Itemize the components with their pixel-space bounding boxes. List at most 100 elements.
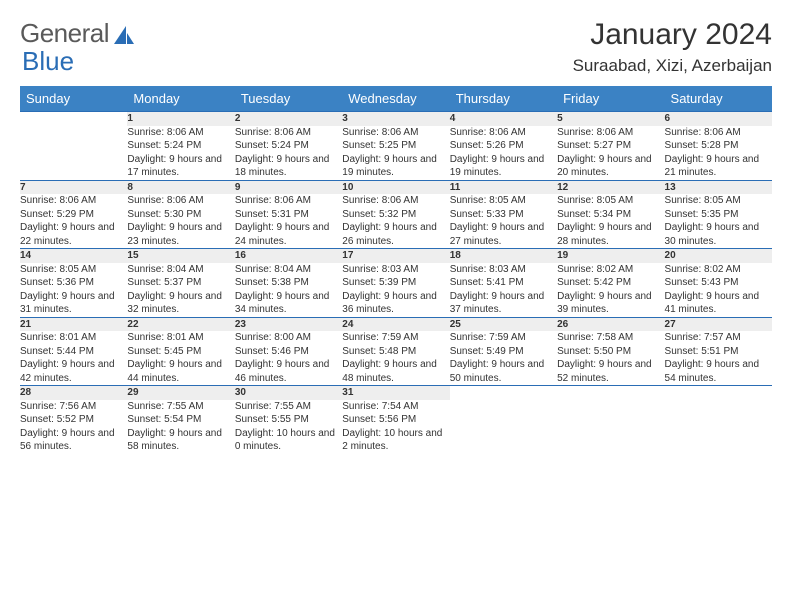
- logo-sail-icon: [113, 25, 135, 45]
- day-cell: Sunrise: 8:06 AMSunset: 5:30 PMDaylight:…: [127, 194, 234, 249]
- day-cell: Sunrise: 7:59 AMSunset: 5:48 PMDaylight:…: [342, 331, 449, 386]
- sunrise-text: Sunrise: 8:04 AM: [235, 263, 342, 277]
- day-content-row: Sunrise: 7:56 AMSunset: 5:52 PMDaylight:…: [20, 400, 772, 454]
- sunrise-text: Sunrise: 8:03 AM: [342, 263, 449, 277]
- daylight-text: Daylight: 9 hours and 36 minutes.: [342, 290, 449, 317]
- weekday-header: Monday: [127, 86, 234, 112]
- weekday-header: Thursday: [450, 86, 557, 112]
- daylight-text: Daylight: 9 hours and 21 minutes.: [665, 153, 772, 180]
- day-number: 4: [450, 112, 557, 126]
- sunset-text: Sunset: 5:44 PM: [20, 345, 127, 359]
- sunrise-text: Sunrise: 8:06 AM: [127, 194, 234, 208]
- sunrise-text: Sunrise: 8:06 AM: [342, 194, 449, 208]
- sunset-text: Sunset: 5:28 PM: [665, 139, 772, 153]
- day-cell: Sunrise: 8:06 AMSunset: 5:28 PMDaylight:…: [665, 126, 772, 181]
- sunset-text: Sunset: 5:48 PM: [342, 345, 449, 359]
- sunset-text: Sunset: 5:25 PM: [342, 139, 449, 153]
- day-number: [450, 386, 557, 400]
- day-number: [665, 386, 772, 400]
- day-number: 1: [127, 112, 234, 126]
- sunset-text: Sunset: 5:24 PM: [127, 139, 234, 153]
- day-number: 25: [450, 317, 557, 331]
- sunset-text: Sunset: 5:29 PM: [20, 208, 127, 222]
- day-number: 22: [127, 317, 234, 331]
- day-cell: Sunrise: 8:03 AMSunset: 5:41 PMDaylight:…: [450, 263, 557, 318]
- logo-word-2: Blue: [22, 46, 74, 77]
- sunset-text: Sunset: 5:50 PM: [557, 345, 664, 359]
- day-cell: Sunrise: 7:59 AMSunset: 5:49 PMDaylight:…: [450, 331, 557, 386]
- sunset-text: Sunset: 5:38 PM: [235, 276, 342, 290]
- sunrise-text: Sunrise: 8:06 AM: [235, 194, 342, 208]
- sunrise-text: Sunrise: 8:06 AM: [665, 126, 772, 140]
- day-cell: Sunrise: 8:06 AMSunset: 5:26 PMDaylight:…: [450, 126, 557, 181]
- sunset-text: Sunset: 5:33 PM: [450, 208, 557, 222]
- day-cell: Sunrise: 8:00 AMSunset: 5:46 PMDaylight:…: [235, 331, 342, 386]
- sunrise-text: Sunrise: 8:00 AM: [235, 331, 342, 345]
- day-number: 30: [235, 386, 342, 400]
- daylight-text: Daylight: 9 hours and 50 minutes.: [450, 358, 557, 385]
- day-number: 24: [342, 317, 449, 331]
- day-cell: Sunrise: 7:57 AMSunset: 5:51 PMDaylight:…: [665, 331, 772, 386]
- day-number-row: 21222324252627: [20, 317, 772, 331]
- day-cell: Sunrise: 8:05 AMSunset: 5:35 PMDaylight:…: [665, 194, 772, 249]
- day-number: 23: [235, 317, 342, 331]
- sunrise-text: Sunrise: 7:55 AM: [127, 400, 234, 414]
- daylight-text: Daylight: 9 hours and 41 minutes.: [665, 290, 772, 317]
- sunset-text: Sunset: 5:56 PM: [342, 413, 449, 427]
- day-cell: [557, 400, 664, 454]
- day-number: 26: [557, 317, 664, 331]
- sunrise-text: Sunrise: 7:59 AM: [450, 331, 557, 345]
- sunset-text: Sunset: 5:34 PM: [557, 208, 664, 222]
- day-number-row: 78910111213: [20, 180, 772, 194]
- day-number: 5: [557, 112, 664, 126]
- day-cell: [665, 400, 772, 454]
- sunset-text: Sunset: 5:46 PM: [235, 345, 342, 359]
- day-cell: Sunrise: 8:04 AMSunset: 5:37 PMDaylight:…: [127, 263, 234, 318]
- sunrise-text: Sunrise: 8:06 AM: [342, 126, 449, 140]
- daylight-text: Daylight: 9 hours and 39 minutes.: [557, 290, 664, 317]
- sunrise-text: Sunrise: 8:06 AM: [557, 126, 664, 140]
- day-cell: Sunrise: 8:05 AMSunset: 5:33 PMDaylight:…: [450, 194, 557, 249]
- day-cell: Sunrise: 8:05 AMSunset: 5:36 PMDaylight:…: [20, 263, 127, 318]
- logo: General: [20, 18, 135, 49]
- sunrise-text: Sunrise: 8:05 AM: [450, 194, 557, 208]
- sunset-text: Sunset: 5:45 PM: [127, 345, 234, 359]
- day-number: 19: [557, 249, 664, 263]
- daylight-text: Daylight: 9 hours and 34 minutes.: [235, 290, 342, 317]
- day-number: 15: [127, 249, 234, 263]
- weekday-header: Tuesday: [235, 86, 342, 112]
- sunrise-text: Sunrise: 7:56 AM: [20, 400, 127, 414]
- daylight-text: Daylight: 9 hours and 27 minutes.: [450, 221, 557, 248]
- daylight-text: Daylight: 9 hours and 56 minutes.: [20, 427, 127, 454]
- day-cell: Sunrise: 8:02 AMSunset: 5:42 PMDaylight:…: [557, 263, 664, 318]
- day-number-row: 14151617181920: [20, 249, 772, 263]
- sunset-text: Sunset: 5:30 PM: [127, 208, 234, 222]
- day-number: 8: [127, 180, 234, 194]
- daylight-text: Daylight: 9 hours and 46 minutes.: [235, 358, 342, 385]
- day-cell: Sunrise: 8:03 AMSunset: 5:39 PMDaylight:…: [342, 263, 449, 318]
- daylight-text: Daylight: 9 hours and 37 minutes.: [450, 290, 557, 317]
- sunset-text: Sunset: 5:49 PM: [450, 345, 557, 359]
- daylight-text: Daylight: 9 hours and 17 minutes.: [127, 153, 234, 180]
- sunrise-text: Sunrise: 7:54 AM: [342, 400, 449, 414]
- day-content-row: Sunrise: 8:01 AMSunset: 5:44 PMDaylight:…: [20, 331, 772, 386]
- day-number: 7: [20, 180, 127, 194]
- daylight-text: Daylight: 9 hours and 19 minutes.: [342, 153, 449, 180]
- day-number: 6: [665, 112, 772, 126]
- day-number: 10: [342, 180, 449, 194]
- sunset-text: Sunset: 5:41 PM: [450, 276, 557, 290]
- month-title: January 2024: [573, 18, 772, 52]
- day-cell: Sunrise: 8:01 AMSunset: 5:45 PMDaylight:…: [127, 331, 234, 386]
- day-number: 9: [235, 180, 342, 194]
- sunset-text: Sunset: 5:39 PM: [342, 276, 449, 290]
- sunrise-text: Sunrise: 8:05 AM: [20, 263, 127, 277]
- day-number: 2: [235, 112, 342, 126]
- weekday-header: Wednesday: [342, 86, 449, 112]
- sunset-text: Sunset: 5:31 PM: [235, 208, 342, 222]
- page-header: General January 2024 Suraabad, Xizi, Aze…: [20, 18, 772, 76]
- day-cell: [20, 126, 127, 181]
- day-number-row: 28293031: [20, 386, 772, 400]
- sunset-text: Sunset: 5:43 PM: [665, 276, 772, 290]
- sunset-text: Sunset: 5:55 PM: [235, 413, 342, 427]
- day-number: 14: [20, 249, 127, 263]
